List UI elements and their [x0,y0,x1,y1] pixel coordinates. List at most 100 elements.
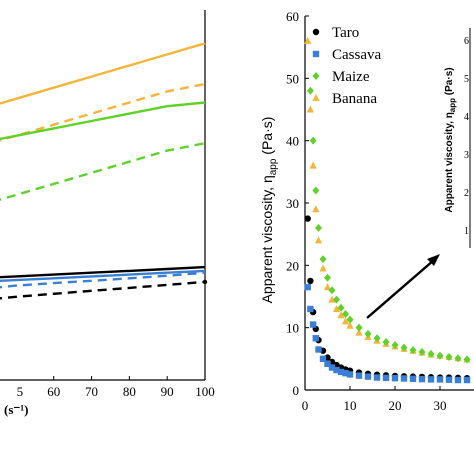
data-point-cassava [373,374,381,381]
data-point-maize [391,341,399,350]
data-point-cassava [382,374,390,382]
right-y-axis-label-sub: app [268,158,279,175]
data-point-taro [304,215,311,222]
right-y-tick-label: 50 [286,71,299,86]
data-point-banana [312,205,320,213]
right-y-tick-label: 20 [286,258,299,273]
data-point-cassava [342,369,349,377]
data-point-maize [346,315,354,324]
data-point-maize [319,255,327,264]
data-point-banana [332,304,341,312]
inset-tick-label: 4 [464,112,469,123]
data-point-cassava [324,360,331,368]
right-y-axis-label-main: Apparent viscosity, η [259,175,275,303]
left-x-tick-label: 90 [161,384,174,399]
right-y-axis-label-unit: (Pa·s) [259,117,275,159]
data-point-cassava [463,376,471,384]
left-x-tick-label: 60 [47,384,60,399]
inset-y-axis-label: Apparent viscosity, ηapp (Pa·s) [444,67,457,212]
inset-tick-label: 2 [464,188,469,199]
right-y-tick-label: 40 [286,134,299,149]
data-point-banana [306,105,314,113]
data-point-maize [382,338,390,347]
data-point-cassava [346,371,354,378]
data-point-maize [400,343,408,352]
data-point-maize [315,223,322,232]
data-point-cassava [328,364,336,371]
data-point-banana [328,295,336,303]
data-point-banana [319,264,327,272]
data-point-banana [323,283,332,291]
data-point-banana [304,36,312,44]
data-point-cassava [436,376,444,383]
right-y-tick-label: 0 [293,383,300,398]
data-point-maize [342,309,349,318]
data-point-cassava [400,375,408,382]
data-point-maize [355,323,363,332]
data-point-maize [333,295,340,304]
data-point-maize [436,351,444,360]
legend-marker-banana [312,94,320,101]
data-point-banana [355,328,363,336]
left-series-line-taro-solid [0,265,206,279]
legend-marker-cassava [312,50,320,58]
data-point-cassava [445,376,453,383]
legend-label-banana: Banana [332,91,377,107]
inset-tick-label: 5 [464,74,469,85]
data-point-maize [445,352,453,361]
left-x-axis-label: (s⁻¹) [4,402,28,417]
data-point-cassava [409,375,417,382]
data-point-cassava [333,366,340,374]
inset-arrow-line [366,259,435,319]
right-x-tick-label: 10 [344,398,357,413]
inset-y-axis-label-unit: (Pa·s) [444,67,455,98]
right-x-tick-label: 20 [389,398,402,413]
left-panel: 60 70 80 90 100 5 (s⁻¹) [0,10,215,417]
left-series-line-banana-dashed [0,82,206,142]
data-point-banana [341,317,350,325]
data-point-maize [306,86,314,95]
right-y-tick-label: 10 [286,321,299,336]
data-point-maize [454,354,462,363]
data-point-cassava [427,376,435,383]
right-x-tick-label: 30 [434,398,447,413]
data-point-banana [337,311,345,319]
left-series-line-maize-dashed [0,142,206,201]
left-x-tick-label: 100 [195,384,215,399]
data-point-cassava [315,346,322,353]
left-series-line-maize-solid [0,101,206,141]
inset-tick-label: 1 [464,226,469,237]
data-point-maize [373,334,381,343]
data-point-maize [309,136,317,145]
right-y-tick-label: 60 [286,9,299,24]
data-point-banana [314,236,323,244]
data-point-maize [427,349,435,358]
legend-label-maize: Maize [332,69,370,85]
legend-marker-maize [312,72,320,80]
inset-y-axis-label-sub: app [448,98,457,112]
data-point-cassava [454,376,462,384]
legend-label-taro: Taro [332,25,359,41]
data-point-cassava [391,374,399,382]
inset-y-axis-label-main: Apparent viscosity, η [444,112,455,212]
data-point-maize [418,347,426,356]
inset-arrow-head [427,254,440,266]
data-point-cassava [418,375,426,383]
inset-tick-label: 3 [464,150,469,161]
inset-tick-label: 6 [464,36,469,47]
right-y-tick-label: 30 [286,196,299,211]
left-series-line-banana-solid [0,42,206,105]
right-panel: 0 10 20 30 40 50 60 0 10 20 30 Apparent viscosity, … [259,9,474,413]
data-point-maize [337,303,345,312]
legend-label-cassava: Cassava [332,47,381,63]
data-point-taro [307,277,314,285]
data-point-maize [364,329,372,338]
left-series-line-cassava-solid [0,269,206,283]
data-point-banana [346,321,354,329]
right-y-axis-label: Apparent viscosity, ηapp (Pa·s) [259,117,279,304]
data-point-cassava [304,283,311,291]
left-x-tick-label: 80 [123,384,136,399]
data-point-banana [309,161,317,169]
data-point-maize [324,273,331,282]
